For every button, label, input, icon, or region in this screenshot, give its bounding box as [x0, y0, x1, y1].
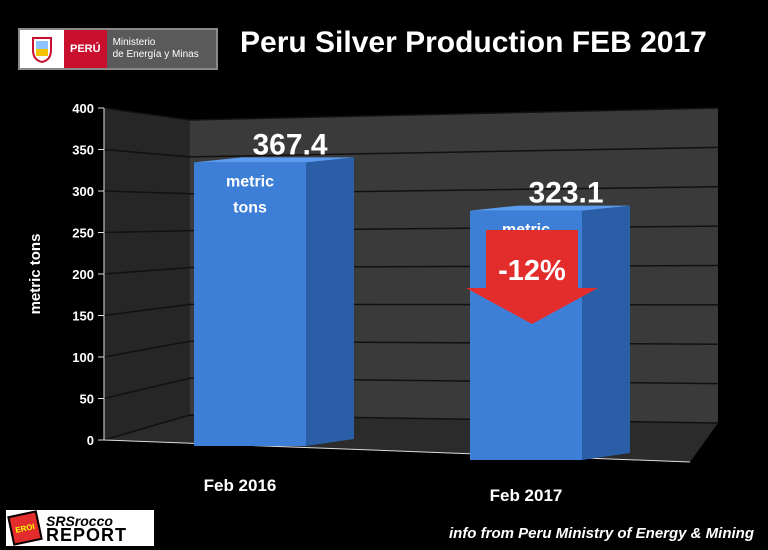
y-axis-label: metric tons	[27, 234, 44, 315]
logo-ministry-line1: Ministerio	[112, 37, 156, 48]
brand-line2: REPORT	[46, 525, 128, 545]
chart-title: Peru Silver Production FEB 2017	[240, 26, 707, 59]
x-tick-label: Feb 2016	[204, 476, 277, 495]
logo-country: PERÚ	[64, 30, 107, 68]
y-tick-label: 100	[72, 350, 94, 365]
eroi-badge-icon: EROI	[7, 510, 43, 546]
y-tick-label: 0	[87, 433, 94, 448]
gridline-side	[103, 303, 191, 317]
bar-top-face	[470, 205, 630, 211]
annotation-label: -12%	[498, 255, 566, 287]
gridline-side	[103, 229, 191, 234]
y-tick-label: 350	[72, 143, 94, 158]
gridline-side	[103, 377, 191, 400]
side-wall	[104, 108, 190, 440]
gridline-side	[103, 148, 191, 158]
bar	[194, 162, 306, 447]
y-tick-label: 300	[72, 184, 94, 199]
logo-ministry-line2: de Energía y Minas	[112, 49, 199, 60]
gridline	[189, 107, 719, 121]
y-tick-label: 150	[72, 309, 94, 324]
gridline-side	[103, 107, 191, 121]
gridline	[189, 146, 719, 158]
y-tick-label: 400	[72, 101, 94, 116]
x-tick-label: Feb 2017	[490, 486, 563, 505]
unit-label: tons	[233, 199, 267, 216]
unit-label: metric	[226, 173, 274, 190]
bar-side-face	[582, 205, 630, 460]
logo-ministry: Ministerio de Energía y Minas	[106, 30, 216, 68]
gridline-side	[103, 414, 191, 441]
down-arrow-icon	[466, 230, 598, 324]
data-label: 323.1	[528, 177, 603, 210]
bar-top-face	[194, 157, 354, 163]
ministry-logo: PERÚ Ministerio de Energía y Minas	[18, 28, 218, 70]
source-note: info from Peru Ministry of Energy & Mini…	[448, 525, 754, 542]
gridline-side	[103, 340, 191, 358]
data-label: 367.4	[252, 128, 327, 161]
brand-text: SRSrocco REPORT	[46, 513, 128, 545]
gridline-side	[103, 266, 191, 275]
brand-line1: SRSrocco	[46, 513, 113, 529]
bar-side-face	[306, 157, 354, 447]
gridline-side	[103, 190, 191, 195]
y-tick-label: 250	[72, 226, 94, 241]
peru-coat-of-arms-icon	[20, 30, 64, 68]
y-tick-label: 50	[80, 392, 94, 407]
y-tick-label: 200	[72, 267, 94, 282]
srsrocco-logo: EROI SRSrocco REPORT	[6, 510, 154, 546]
